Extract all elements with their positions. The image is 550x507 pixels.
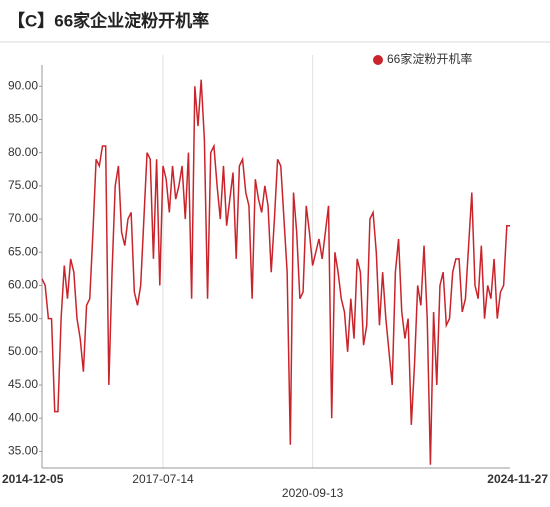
x-tick-label: 2024-11-27 xyxy=(487,472,548,486)
legend-marker xyxy=(373,55,383,65)
chart-title: 【C】66家企业淀粉开机率 xyxy=(8,10,209,30)
y-tick-label: 45.00 xyxy=(8,377,38,391)
x-tick-label: 2017-07-14 xyxy=(132,472,194,486)
y-tick-label: 35.00 xyxy=(8,444,38,458)
y-tick-label: 75.00 xyxy=(8,178,38,192)
x-tick-label: 2014-12-05 xyxy=(2,472,64,486)
y-tick-label: 50.00 xyxy=(8,344,38,358)
line-series xyxy=(41,79,510,465)
y-tick-label: 70.00 xyxy=(8,211,38,225)
y-tick-label: 65.00 xyxy=(8,244,38,258)
y-tick-label: 60.00 xyxy=(8,278,38,292)
y-tick-label: 55.00 xyxy=(8,311,38,325)
y-tick-label: 90.00 xyxy=(8,78,38,92)
y-tick-label: 85.00 xyxy=(8,112,38,126)
x-tick-label: 2020-09-13 xyxy=(282,486,344,500)
legend-label: 66家淀粉开机率 xyxy=(387,51,472,66)
y-tick-label: 80.00 xyxy=(8,145,38,159)
y-tick-label: 40.00 xyxy=(8,410,38,424)
